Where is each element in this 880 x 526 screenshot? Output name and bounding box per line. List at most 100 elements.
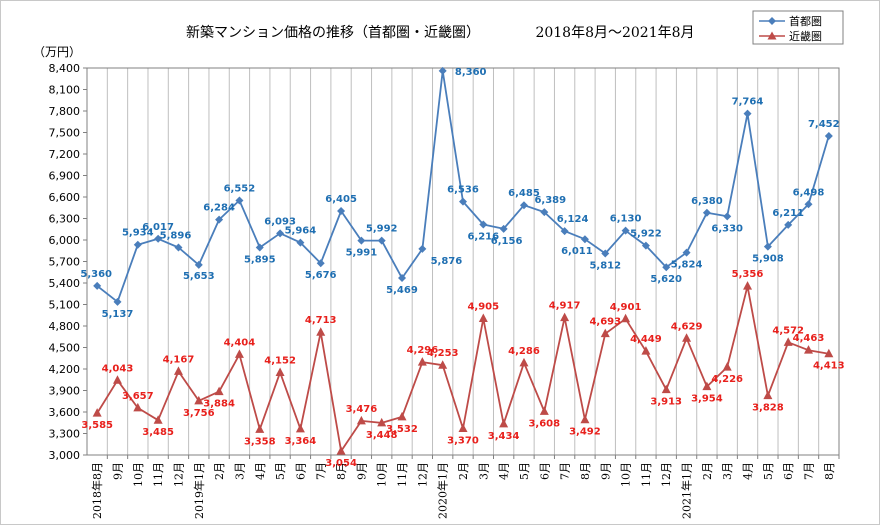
data-label-kinki: 3,364 bbox=[285, 436, 317, 447]
data-label-kinki: 5,356 bbox=[732, 269, 764, 280]
data-label-kinki: 4,901 bbox=[610, 302, 642, 313]
x-tick-label: 12月 bbox=[172, 462, 185, 487]
x-tick-label: 3月 bbox=[477, 462, 490, 480]
data-label-shutoken: 6,284 bbox=[203, 203, 235, 214]
legend: 首都圏 近畿圏 bbox=[752, 10, 844, 45]
x-tick-label: 10月 bbox=[620, 462, 633, 487]
data-label-kinki: 4,917 bbox=[549, 301, 581, 312]
data-point-shutoken bbox=[459, 197, 467, 206]
data-point-kinki bbox=[804, 345, 814, 354]
data-point-kinki bbox=[621, 313, 631, 323]
x-tick-label: 4月 bbox=[742, 462, 755, 480]
data-label-shutoken: 5,964 bbox=[285, 226, 317, 237]
data-point-shutoken bbox=[540, 208, 549, 217]
grid-lines bbox=[106, 68, 820, 455]
data-point-shutoken bbox=[154, 234, 163, 243]
data-label-kinki: 4,404 bbox=[224, 337, 256, 348]
data-label-kinki: 3,884 bbox=[203, 399, 235, 410]
data-point-kinki bbox=[580, 414, 590, 424]
data-label-kinki: 3,913 bbox=[650, 397, 682, 408]
data-label-kinki: 3,657 bbox=[122, 391, 154, 402]
data-point-shutoken bbox=[316, 259, 325, 268]
data-label-kinki: 4,413 bbox=[813, 361, 845, 372]
x-tick-label: 3月 bbox=[721, 462, 734, 480]
x-tick-label: 2020年1月 bbox=[436, 462, 450, 519]
data-label-kinki: 3,828 bbox=[752, 403, 784, 414]
data-point-shutoken bbox=[621, 226, 630, 235]
y-axis-unit: （万円） bbox=[33, 45, 81, 59]
data-label-shutoken: 6,017 bbox=[142, 222, 174, 233]
data-point-shutoken bbox=[113, 297, 122, 306]
y-tick-label: 6,600 bbox=[49, 191, 81, 204]
data-point-shutoken bbox=[702, 208, 711, 217]
data-point-kinki bbox=[519, 357, 529, 367]
data-point-kinki bbox=[783, 337, 793, 346]
x-tick-label: 11月 bbox=[152, 462, 165, 487]
data-label-kinki: 4,167 bbox=[163, 354, 195, 365]
data-label-shutoken: 5,360 bbox=[80, 269, 112, 280]
data-point-kinki bbox=[722, 362, 732, 371]
data-label-kinki: 3,608 bbox=[528, 418, 560, 429]
x-tick-label: 2月 bbox=[701, 462, 714, 480]
data-point-kinki bbox=[336, 446, 346, 455]
x-tick-label: 12月 bbox=[416, 462, 429, 487]
data-label-shutoken: 7,764 bbox=[732, 97, 764, 108]
data-point-kinki bbox=[173, 366, 183, 375]
y-tick-label: 3,000 bbox=[49, 449, 81, 462]
data-point-shutoken bbox=[93, 281, 102, 290]
data-label-shutoken: 5,653 bbox=[183, 271, 215, 282]
data-point-kinki bbox=[600, 328, 610, 338]
data-label-shutoken: 5,620 bbox=[650, 274, 682, 285]
data-point-kinki bbox=[133, 402, 143, 412]
x-tick-label: 3月 bbox=[233, 462, 246, 480]
data-label-kinki: 3,448 bbox=[366, 430, 398, 441]
legend-label-kinki: 近畿圏 bbox=[789, 29, 822, 43]
y-tick-label: 4,800 bbox=[49, 320, 81, 333]
x-tick-label: 8月 bbox=[823, 462, 836, 480]
x-tick-label: 2019年1月 bbox=[192, 462, 206, 519]
x-tick-label: 12月 bbox=[660, 462, 673, 487]
data-point-kinki bbox=[92, 408, 102, 417]
data-label-shutoken: 6,011 bbox=[561, 246, 593, 257]
x-tick-label: 7月 bbox=[559, 462, 572, 480]
y-tick-label: 8,100 bbox=[49, 84, 81, 97]
x-tick-label: 9月 bbox=[355, 462, 368, 480]
data-label-kinki: 3,492 bbox=[569, 427, 601, 438]
data-label-shutoken: 6,124 bbox=[557, 214, 589, 225]
x-tick-label: 2月 bbox=[457, 462, 470, 480]
x-tick-label: 9月 bbox=[111, 462, 124, 480]
data-point-kinki bbox=[539, 406, 549, 415]
data-label-kinki: 4,226 bbox=[711, 374, 743, 385]
data-label-kinki: 4,296 bbox=[407, 345, 439, 356]
data-label-shutoken: 5,922 bbox=[630, 229, 662, 240]
data-point-shutoken bbox=[174, 243, 183, 252]
data-point-kinki bbox=[255, 424, 265, 433]
data-label-kinki: 3,485 bbox=[142, 427, 174, 438]
data-point-shutoken bbox=[662, 263, 671, 272]
x-tick-label: 5月 bbox=[274, 462, 287, 480]
data-label-kinki: 3,954 bbox=[691, 394, 723, 405]
data-label-shutoken: 5,934 bbox=[122, 228, 154, 239]
data-label-kinki: 4,905 bbox=[467, 302, 499, 313]
x-tick-label: 6月 bbox=[538, 462, 551, 480]
data-point-shutoken bbox=[255, 243, 264, 252]
data-label-shutoken: 6,536 bbox=[447, 185, 479, 196]
data-point-kinki bbox=[112, 375, 122, 384]
data-point-kinki bbox=[397, 411, 407, 421]
data-point-shutoken bbox=[743, 109, 752, 118]
data-point-shutoken bbox=[276, 229, 285, 238]
x-tick-label: 7月 bbox=[315, 462, 328, 480]
legend-box bbox=[752, 10, 844, 45]
data-point-shutoken bbox=[296, 238, 305, 247]
data-point-shutoken bbox=[784, 220, 793, 229]
data-point-shutoken bbox=[133, 240, 142, 249]
data-label-kinki: 3,476 bbox=[346, 404, 378, 415]
data-label-kinki: 4,449 bbox=[630, 334, 662, 345]
data-label-shutoken: 5,812 bbox=[589, 261, 621, 272]
data-point-shutoken bbox=[763, 242, 772, 251]
data-label-shutoken: 6,552 bbox=[224, 183, 256, 194]
y-tick-label: 5,700 bbox=[49, 256, 81, 269]
data-point-shutoken bbox=[601, 249, 610, 258]
data-label-kinki: 3,585 bbox=[81, 420, 113, 431]
